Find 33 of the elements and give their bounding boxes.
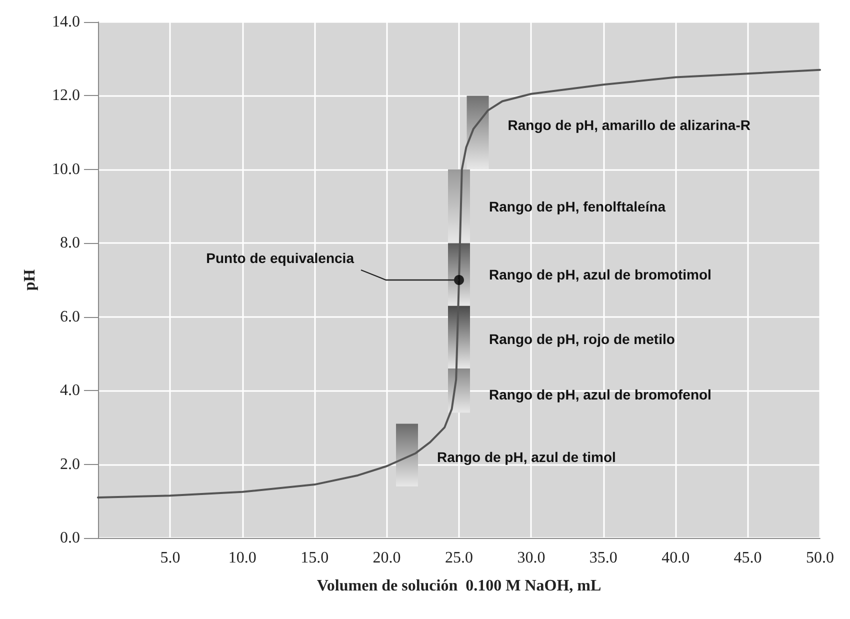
annotation: Rango de pH, rojo de metilo [489, 330, 675, 347]
y-tick-label: 12.0 [52, 87, 80, 104]
annotation: Punto de equivalencia [206, 250, 354, 266]
y-tick-label: 0.0 [60, 530, 80, 546]
line-series [97, 68, 821, 498]
y-tick-label: 14.0 [52, 14, 80, 30]
x-axis-title: Volumen de solución 0.100 M NaOH, mL [316, 578, 602, 594]
bar [448, 169, 470, 244]
x-tick-label: 5.0 [160, 550, 180, 566]
y-tick-label: 10.0 [52, 160, 80, 178]
annotation: Rango de pH, fenolftaleína [489, 198, 666, 214]
bar [448, 306, 470, 368]
x-tick-label: 40.0 [662, 550, 690, 566]
bar [466, 96, 489, 170]
x-tick-label: 30.0 [517, 550, 546, 566]
annotation: Rango de pH, amarillo de alizarina-R [508, 117, 750, 134]
x-tick-label: 45.0 [734, 550, 762, 566]
annotation: Rango de pH, azul de bromotimol [489, 266, 712, 282]
annotation: Rango de pH, azul de bromofenol [489, 386, 712, 402]
x-tick-label: 25.0 [445, 550, 473, 566]
y-tick-label: 8.0 [60, 234, 80, 252]
x-tick-label: 35.0 [589, 550, 618, 566]
y-tick-label: 6.0 [60, 308, 80, 326]
x-tick-label: 15.0 [300, 550, 329, 566]
y-axis-title: pH [22, 268, 38, 291]
x-tick-label: 10.0 [228, 550, 256, 566]
annotation: Rango de pH, azul de timol [437, 448, 616, 465]
bar [448, 368, 470, 413]
x-tick-label: 20.0 [372, 550, 401, 566]
y-tick-label: 2.0 [60, 456, 80, 473]
x-tick-label: 50.0 [806, 550, 834, 566]
y-tick-label: 4.0 [60, 382, 80, 400]
bar [396, 424, 418, 486]
